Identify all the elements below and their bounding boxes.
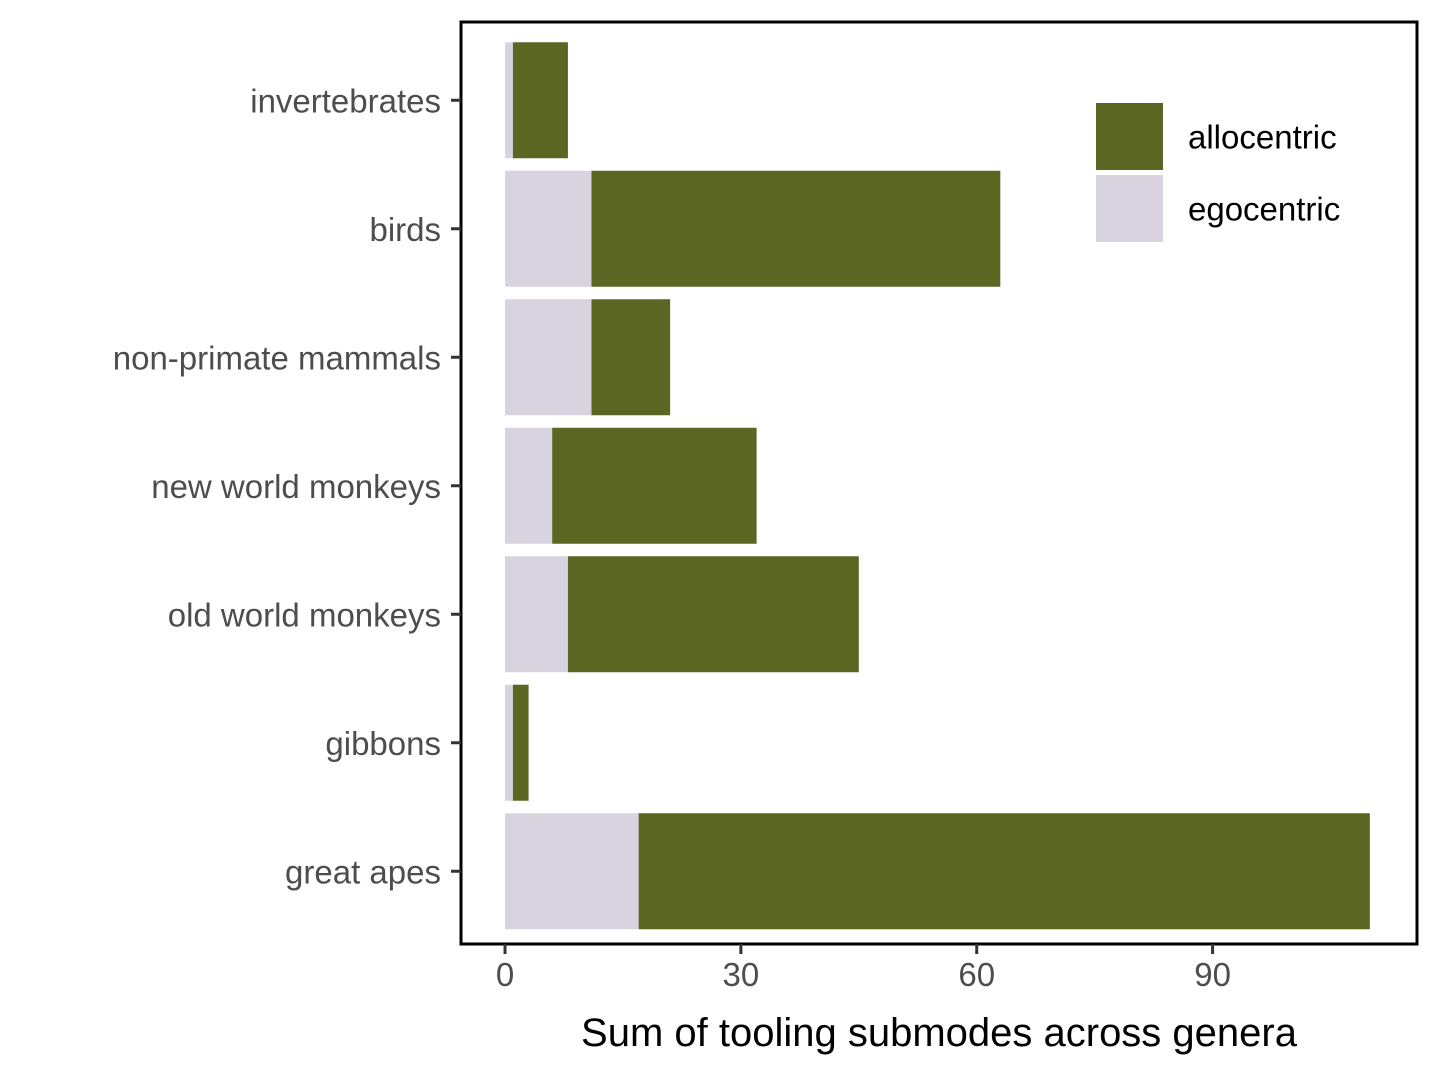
bar-allocentric-old-world-monkeys bbox=[567, 556, 859, 673]
x-axis-title: Sum of tooling submodes across genera bbox=[581, 1011, 1298, 1055]
bar-egocentric-birds bbox=[505, 170, 592, 287]
x-axis: 0 30 60 90 bbox=[496, 944, 1231, 993]
bar-allocentric-great-apes bbox=[638, 813, 1370, 930]
bar-allocentric-non-primate-mammals bbox=[591, 299, 671, 416]
bar-egocentric-invertebrates bbox=[505, 42, 513, 159]
bar-allocentric-invertebrates bbox=[512, 42, 568, 159]
x-tick-label: 60 bbox=[958, 956, 995, 993]
y-tick-label: gibbons bbox=[325, 725, 441, 762]
legend-label-egocentric: egocentric bbox=[1188, 191, 1340, 228]
y-tick-label: new world monkeys bbox=[151, 468, 441, 505]
y-tick-label: old world monkeys bbox=[168, 596, 441, 633]
bar-allocentric-new-world-monkeys bbox=[552, 427, 757, 544]
bar-egocentric-great-apes bbox=[505, 813, 639, 930]
legend-label-allocentric: allocentric bbox=[1188, 119, 1337, 156]
y-tick-label: non-primate mammals bbox=[113, 339, 441, 376]
bar-allocentric-birds bbox=[591, 170, 1001, 287]
x-tick-label: 90 bbox=[1194, 956, 1231, 993]
legend-key-allocentric bbox=[1096, 103, 1163, 170]
y-tick-label: birds bbox=[369, 211, 441, 248]
bar-egocentric-gibbons bbox=[505, 684, 513, 801]
x-tick-label: 30 bbox=[723, 956, 760, 993]
bar-allocentric-gibbons bbox=[512, 684, 529, 801]
x-tick-label: 0 bbox=[496, 956, 514, 993]
y-tick-label: invertebrates bbox=[250, 82, 441, 119]
bars-layer bbox=[505, 42, 1370, 930]
bar-egocentric-non-primate-mammals bbox=[505, 299, 592, 416]
bar-egocentric-new-world-monkeys bbox=[505, 427, 553, 544]
bar-egocentric-old-world-monkeys bbox=[505, 556, 568, 673]
y-tick-label: great apes bbox=[285, 853, 441, 890]
legend: allocentric egocentric bbox=[1096, 103, 1340, 242]
plot-border bbox=[459, 20, 1419, 946]
y-axis: invertebrates birds non-primate mammals new… bbox=[113, 82, 461, 890]
legend-key-egocentric bbox=[1096, 175, 1163, 242]
